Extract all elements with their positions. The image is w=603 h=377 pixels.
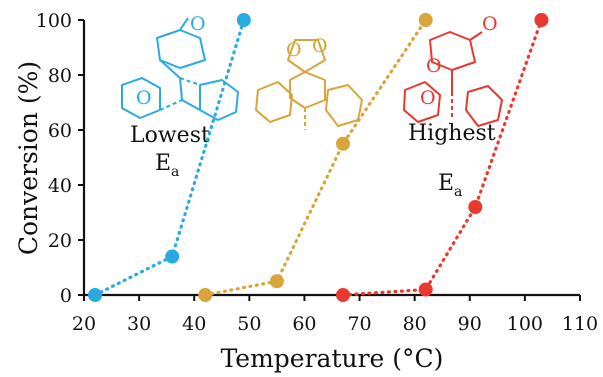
data-point-series-1 [336,136,351,151]
annotation-highest-ea-subscript: a [454,184,462,200]
structure-label-o6: O [426,55,442,77]
molecule-structure-red [403,31,503,127]
x-tick-label: 110 [562,313,598,335]
series-line-1 [203,18,428,297]
y-ticks: 0 20 40 60 80 100 [36,10,84,307]
structure-label-o7: O [420,87,436,109]
x-tick-label: 40 [182,313,206,335]
y-tick-label: 60 [48,120,72,142]
structure-label-o1: O [190,13,206,35]
x-axis-title: Temperature (°C) [221,344,444,373]
data-point-series-0 [236,13,251,27]
x-tick-label: 70 [347,313,371,335]
y-tick-label: 40 [48,175,72,197]
x-ticks: 20 30 40 50 60 70 80 90 100 110 [72,295,598,335]
structure-label-o4: O [286,39,302,61]
y-tick-label: 0 [60,285,72,307]
data-point-series-0 [165,249,180,264]
y-tick-label: 100 [36,10,72,32]
data-point-series-1 [418,13,433,27]
x-tick-label: 30 [127,313,151,335]
data-point-series-1 [198,288,213,302]
x-tick-label: 100 [507,313,543,335]
x-tick-label: 50 [237,313,261,335]
y-tick-label: 20 [48,230,72,252]
annotation-lowest-ea: E [155,151,171,176]
x-tick-label: 80 [403,313,427,335]
series-layer [88,13,549,302]
data-point-series-0 [88,288,103,302]
annotation-highest-ea: E [438,171,454,196]
data-point-series-2 [534,13,549,27]
x-tick-label: 60 [292,313,316,335]
data-point-series-2 [418,282,433,297]
molecule-structure-yellow [255,39,363,130]
data-point-series-2 [468,200,483,214]
molecule-structure-blue [121,17,239,121]
annotation-lowest-ea-subscript: a [171,164,179,180]
data-point-series-1 [269,274,284,289]
annotation-highest: Highest [408,121,496,146]
y-tick-label: 80 [48,65,72,87]
x-tick-label: 90 [458,313,482,335]
series-line-2 [341,18,544,297]
x-tick-label: 20 [72,313,96,335]
y-axis-title: Conversion (%) [14,61,43,255]
structure-label-o3: O [312,35,328,57]
annotation-lowest: Lowest [130,123,210,148]
structure-label-o5: O [482,13,498,35]
structure-label-o2: O [136,87,152,109]
data-point-series-2 [336,288,351,302]
